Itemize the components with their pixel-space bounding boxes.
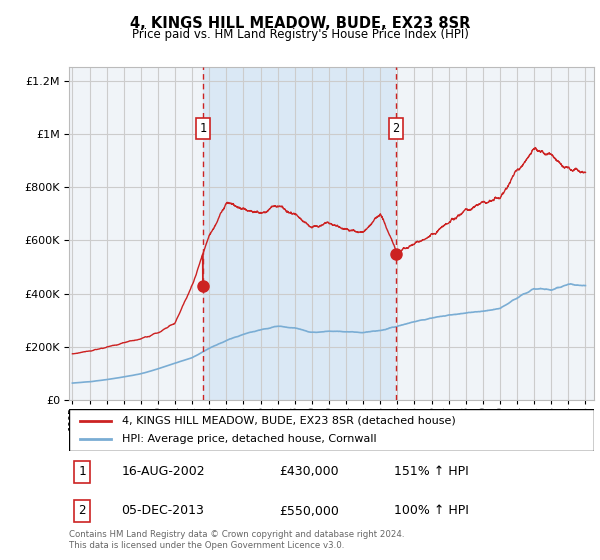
Text: 151% ↑ HPI: 151% ↑ HPI [395, 465, 469, 478]
Text: Contains HM Land Registry data © Crown copyright and database right 2024.: Contains HM Land Registry data © Crown c… [69, 530, 404, 539]
Text: 4, KINGS HILL MEADOW, BUDE, EX23 8SR (detached house): 4, KINGS HILL MEADOW, BUDE, EX23 8SR (de… [121, 416, 455, 426]
Text: Price paid vs. HM Land Registry's House Price Index (HPI): Price paid vs. HM Land Registry's House … [131, 28, 469, 41]
Text: £430,000: £430,000 [279, 465, 338, 478]
Text: 4, KINGS HILL MEADOW, BUDE, EX23 8SR: 4, KINGS HILL MEADOW, BUDE, EX23 8SR [130, 16, 470, 31]
Text: 2: 2 [79, 505, 86, 517]
Text: £550,000: £550,000 [279, 505, 339, 517]
Text: 05-DEC-2013: 05-DEC-2013 [121, 505, 205, 517]
Text: HPI: Average price, detached house, Cornwall: HPI: Average price, detached house, Corn… [121, 434, 376, 444]
Text: 100% ↑ HPI: 100% ↑ HPI [395, 505, 469, 517]
Text: 1: 1 [199, 122, 206, 135]
Text: 1: 1 [79, 465, 86, 478]
Text: This data is licensed under the Open Government Licence v3.0.: This data is licensed under the Open Gov… [69, 541, 344, 550]
Text: 16-AUG-2002: 16-AUG-2002 [121, 465, 205, 478]
Text: 2: 2 [392, 122, 400, 135]
Bar [203, 67, 396, 400]
